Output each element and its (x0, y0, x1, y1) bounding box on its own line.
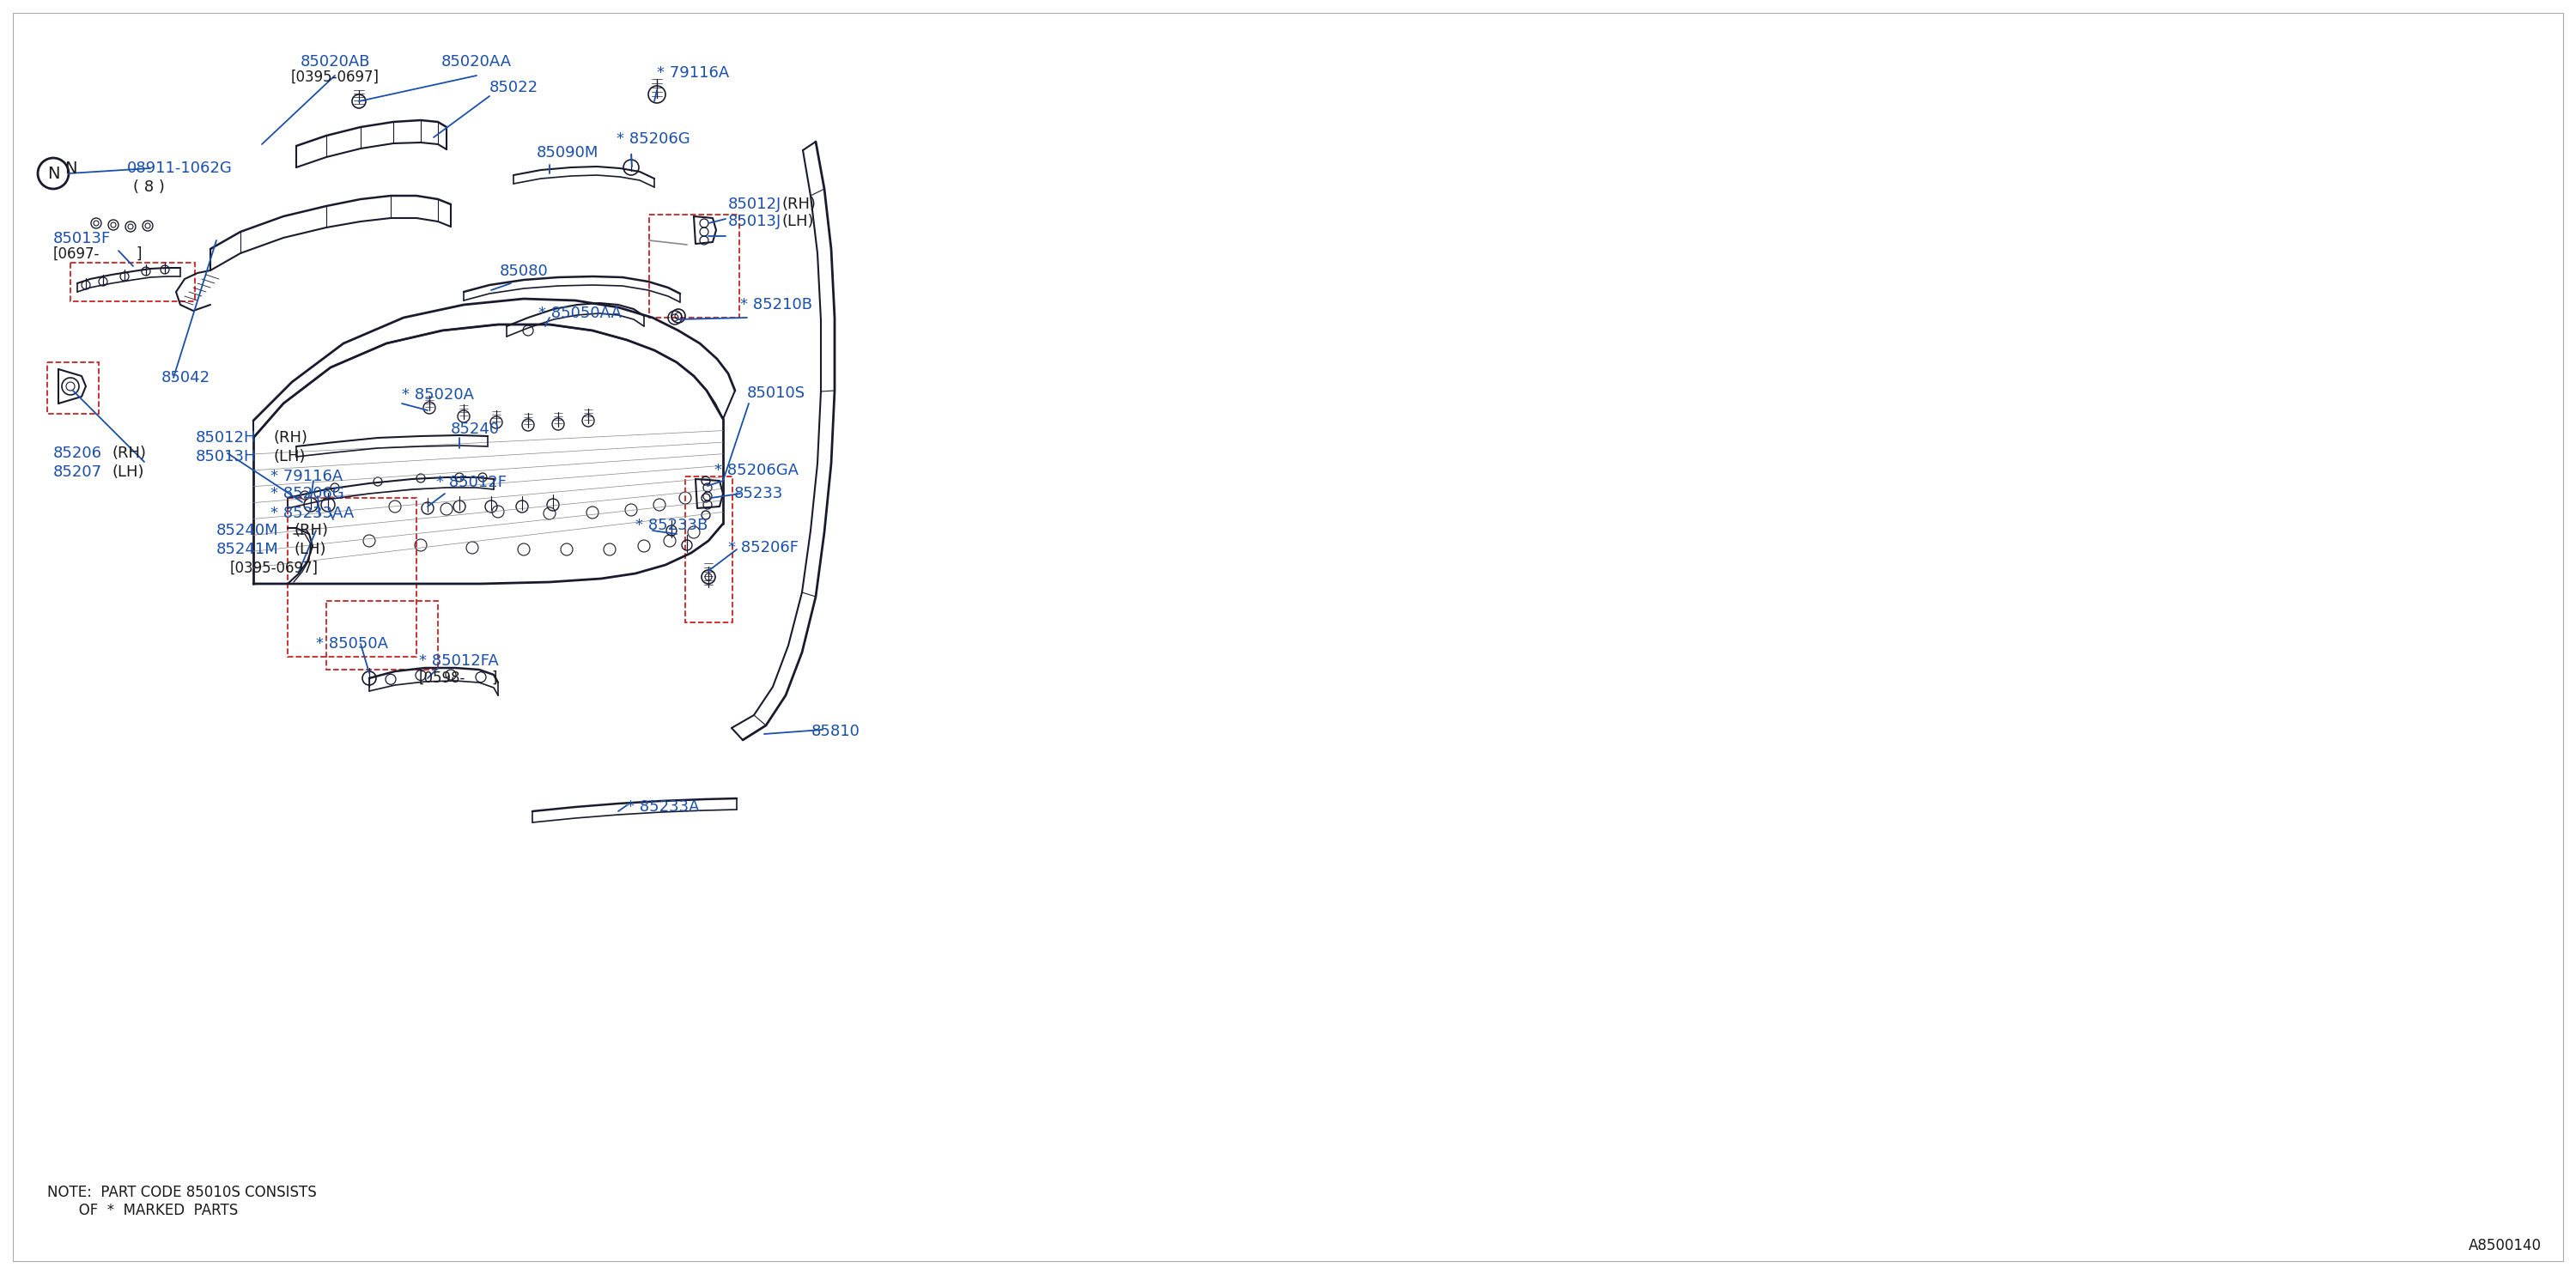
Text: 85080: 85080 (500, 264, 549, 279)
Text: 85241M: 85241M (216, 541, 278, 557)
Text: (RH): (RH) (111, 446, 147, 461)
Bar (685, 476, 732, 623)
Text: 08911-1062G: 08911-1062G (126, 161, 232, 176)
Text: * 85206F: * 85206F (729, 540, 799, 555)
Text: (LH): (LH) (781, 214, 814, 229)
Text: * 85206G: * 85206G (270, 485, 345, 502)
Text: 85020AA: 85020AA (440, 54, 513, 70)
Text: N: N (46, 166, 59, 182)
Bar (649, 214, 739, 317)
Text: (LH): (LH) (111, 465, 144, 480)
Text: (RH): (RH) (273, 431, 307, 446)
Text: ( 8 ): ( 8 ) (134, 180, 165, 195)
Text: 85207: 85207 (54, 465, 103, 480)
Text: * 85020A: * 85020A (402, 387, 474, 403)
Text: * 85210B: * 85210B (739, 297, 811, 312)
Text: * 85050AA: * 85050AA (538, 306, 621, 321)
Bar (289, 498, 417, 656)
Text: 85042: 85042 (162, 369, 211, 386)
Text: (RH): (RH) (781, 196, 817, 211)
Text: * 85012F: * 85012F (435, 475, 507, 490)
Text: * 85233A: * 85233A (626, 799, 701, 814)
Text: * 85206GA: * 85206GA (714, 462, 799, 478)
Text: 85022: 85022 (489, 80, 538, 96)
Text: * 79116A: * 79116A (270, 469, 343, 484)
Text: 85240M: 85240M (216, 522, 278, 539)
Text: 85010S: 85010S (747, 386, 806, 401)
Text: * 85233B: * 85233B (636, 517, 708, 533)
Text: 85020AB: 85020AB (299, 54, 371, 70)
Text: 85240: 85240 (451, 422, 500, 437)
Text: (LH): (LH) (273, 448, 307, 465)
Text: [0395-0697]: [0395-0697] (291, 70, 379, 85)
Text: * 85012FA: * 85012FA (420, 654, 500, 669)
Bar (46, 362, 98, 414)
Text: 85810: 85810 (811, 724, 860, 739)
Text: [0395-0697]: [0395-0697] (229, 561, 319, 576)
Text: * 85206G: * 85206G (616, 131, 690, 147)
Text: 85090M: 85090M (536, 145, 598, 161)
Text: 85012H: 85012H (196, 431, 258, 446)
Text: 85012J: 85012J (729, 196, 781, 211)
Text: A8500140: A8500140 (2468, 1238, 2543, 1254)
Text: N: N (64, 161, 77, 176)
Text: 85013J: 85013J (729, 214, 781, 229)
Text: 85233: 85233 (734, 485, 783, 502)
Text: (RH): (RH) (294, 522, 327, 539)
Text: * 85050A: * 85050A (317, 636, 389, 651)
Text: * 85233AA: * 85233AA (270, 506, 353, 521)
Text: ]: ] (137, 246, 142, 262)
Text: [0598-: [0598- (420, 670, 466, 685)
Bar (70, 262, 196, 302)
Text: 85013H: 85013H (196, 448, 258, 465)
Text: * 79116A: * 79116A (657, 65, 729, 80)
Text: [0697-: [0697- (54, 246, 100, 262)
Text: 85013F: 85013F (54, 231, 111, 246)
Text: 85206: 85206 (54, 446, 103, 461)
Text: (LH): (LH) (294, 541, 327, 557)
Text: NOTE:  PART CODE 85010S CONSISTS
       OF  *  MARKED  PARTS: NOTE: PART CODE 85010S CONSISTS OF * MAR… (46, 1185, 317, 1218)
Bar (327, 601, 438, 670)
Text: ]: ] (492, 670, 497, 685)
